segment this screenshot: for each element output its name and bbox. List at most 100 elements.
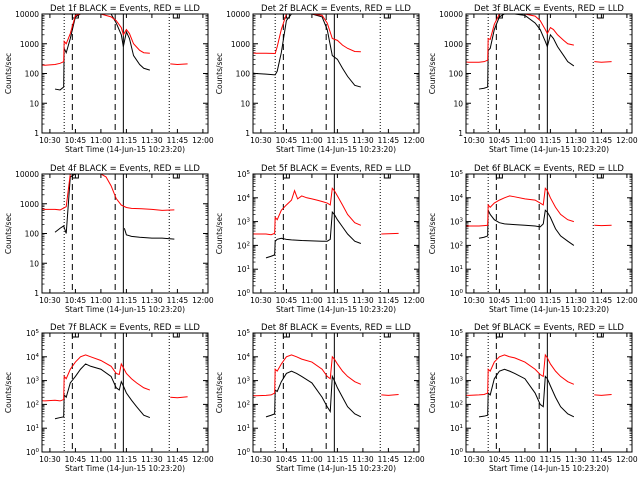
y-tick-label: 10000 [226,10,250,19]
plot-area [253,354,399,418]
x-tick-label: 10:45 [489,455,511,464]
x-tick-label: 11:00 [514,136,536,145]
y-tick-label: 105 [237,329,251,338]
y-tick-label: 103 [237,218,251,227]
y-tick-label: 102 [450,241,463,250]
panel-title: Det 4f BLACK = Events, RED = LLD [50,164,200,174]
x-tick-label: 11:15 [327,296,349,305]
x-tick-label: 12:00 [403,296,425,305]
y-axis-title: Counts/sec [215,213,224,254]
y-tick-label: 105 [26,329,40,338]
x-tick-label: 11:15 [540,296,562,305]
y-tick-label: 101 [450,424,463,433]
events-series-line [123,228,175,240]
y-tick-label: 103 [26,377,40,386]
y-tick-label: 100 [25,230,40,239]
lld-series-line [42,354,151,402]
plot-frame [465,332,633,453]
y-tick-label: 102 [450,400,463,409]
panel-title: Det 6f BLACK = Events, RED = LLD [474,164,624,174]
top-bracket-mark [596,333,604,338]
plot-area [42,354,188,420]
x-tick-label: 12:00 [616,136,638,145]
x-tick-label: 12:00 [192,296,214,305]
y-tick-label: 10000 [15,10,39,19]
y-tick-label: 10 [29,259,39,268]
plot-area [466,187,612,246]
lld-series-line [466,187,575,227]
x-tick-label: 10:30 [463,136,485,145]
y-tick-label: 102 [26,400,39,409]
top-bracket-mark [495,174,503,179]
y-tick-label: 102 [237,400,250,409]
lld-series-line [253,14,361,55]
x-tick-label: 11:45 [167,136,189,145]
panel-det-3: Det 3f BLACK = Events, RED = LLD 10:30 10:… [428,4,638,154]
events-series-line [253,14,361,88]
panel-det-6: Det 6f BLACK = Events, RED = LLD 10:30 10:… [428,164,638,314]
plot-frame [252,332,420,453]
x-tick-label: 11:30 [352,455,374,464]
lld-series-line [170,63,188,66]
x-tick-label: 10:30 [463,455,485,464]
events-series-line [54,174,117,234]
top-bracket-mark [596,14,604,19]
y-tick-label: 100 [449,70,464,79]
x-tick-label: 12:00 [616,455,638,464]
y-tick-label: 100 [26,448,40,457]
x-tick-label: 11:00 [301,296,323,305]
y-tick-label: 104 [237,353,251,362]
x-tick-label: 11:15 [327,136,349,145]
y-tick-label: 100 [25,70,40,79]
x-tick-label: 11:30 [141,455,163,464]
top-bracket-mark [596,174,604,179]
y-tick-label: 100 [450,289,464,298]
x-tick-label: 11:30 [565,296,587,305]
x-tick-label: 11:45 [378,296,400,305]
x-tick-label: 11:15 [116,136,138,145]
plot-area [466,353,612,418]
x-tick-label: 11:30 [141,296,163,305]
plot-area [253,14,361,88]
y-tick-label: 103 [450,377,464,386]
panel-det-7: Det 7f BLACK = Events, RED = LLD 10:30 10:… [4,323,214,473]
y-tick-label: 104 [450,353,464,362]
y-tick-label: 104 [450,194,464,203]
panel-title: Det 2f BLACK = Events, RED = LLD [261,4,411,14]
x-tick-label: 11:45 [167,296,189,305]
plot-frame [252,173,420,294]
x-tick-label: 10:45 [65,296,87,305]
y-tick-label: 100 [236,70,251,79]
top-bracket-mark [383,174,391,179]
x-axis-title: Start Time (14-Jun-15 10:23:20) [276,145,396,154]
y-tick-label: 1000 [20,200,39,209]
x-tick-label: 10:45 [489,136,511,145]
top-bracket-mark [383,14,391,19]
plot-frame [41,13,209,134]
x-tick-label: 12:00 [192,136,214,145]
panel-title: Det 3f BLACK = Events, RED = LLD [474,4,624,14]
x-tick-label: 11:45 [591,455,613,464]
x-tick-label: 11:00 [301,455,323,464]
x-tick-label: 12:00 [403,455,425,464]
panel-det-4: Det 4f BLACK = Events, RED = LLD 10:30 10:… [4,164,214,314]
x-tick-label: 11:45 [378,136,400,145]
panel-title: Det 8f BLACK = Events, RED = LLD [261,323,411,333]
top-bracket-mark [282,333,290,338]
x-tick-label: 11:15 [116,296,138,305]
x-tick-label: 10:30 [39,455,61,464]
x-tick-label: 10:30 [463,296,485,305]
top-bracket-mark [172,333,180,338]
x-axis-title: Start Time (14-Jun-15 10:23:20) [65,305,185,314]
events-series-line [265,210,362,259]
x-tick-label: 10:30 [250,455,272,464]
x-axis-title: Start Time (14-Jun-15 10:23:20) [489,464,609,473]
x-tick-label: 11:45 [591,296,613,305]
lld-series-line [594,394,612,396]
x-tick-label: 12:00 [192,455,214,464]
y-axis-title: Counts/sec [4,372,13,413]
panel-det-8: Det 8f BLACK = Events, RED = LLD 10:30 10:… [215,323,425,473]
x-tick-label: 11:00 [90,136,112,145]
x-tick-label: 11:15 [116,455,138,464]
lld-series-line [594,61,612,63]
